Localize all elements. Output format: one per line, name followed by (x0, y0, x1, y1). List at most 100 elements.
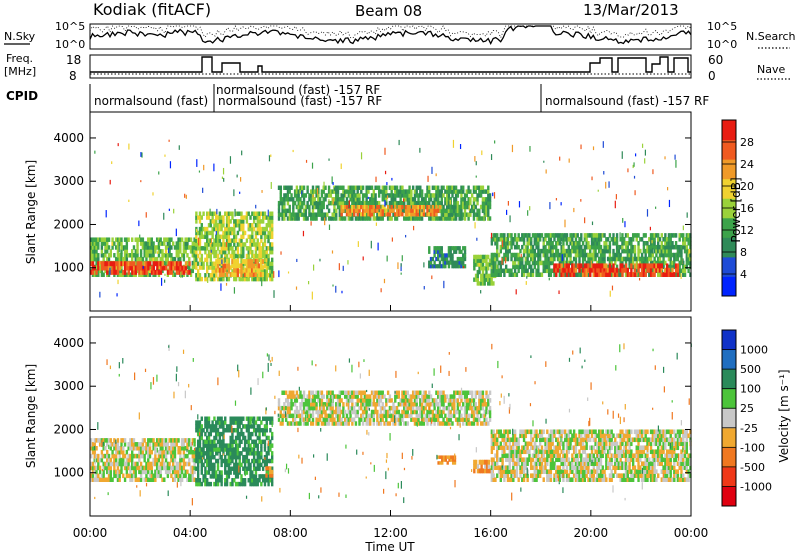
heatmap-cell (597, 189, 599, 192)
heatmap-cell (299, 417, 302, 422)
heatmap-cell (567, 272, 570, 277)
heatmap-cell (385, 402, 388, 407)
heatmap-cell (198, 237, 200, 246)
heatmap-cell (265, 478, 268, 483)
heatmap-cell (215, 474, 218, 479)
heatmap-cell (315, 409, 318, 415)
heatmap-cell (592, 256, 596, 262)
heatmap-cell (580, 272, 583, 277)
heatmap-cell (676, 263, 680, 269)
heatmap-cell (426, 193, 429, 198)
heatmap-cell (354, 402, 358, 407)
heatmap-cell (587, 252, 590, 258)
heatmap-cell (623, 248, 626, 254)
heatmap-cell (236, 267, 240, 273)
heatmap-cell (186, 260, 189, 266)
heatmap-cell (131, 269, 134, 275)
heatmap-cell (542, 264, 545, 270)
heatmap-cell (270, 230, 274, 236)
heatmap-cell (395, 200, 399, 206)
heatmap-cell (293, 200, 297, 206)
heatmap-cell (139, 256, 143, 262)
heatmap-cell (263, 249, 267, 255)
heatmap-cell (204, 276, 207, 282)
heatmap-cell (682, 264, 685, 270)
heatmap-cell (513, 272, 517, 277)
heatmap-cell (245, 470, 249, 475)
heatmap-cell (315, 390, 318, 395)
heatmap-cell (686, 212, 688, 218)
heatmap-cell (306, 185, 309, 190)
heatmap-cell (114, 256, 118, 262)
heatmap-cell (381, 402, 384, 407)
heatmap-cell (179, 453, 182, 459)
heatmap-cell (196, 478, 200, 483)
heatmap-cell (249, 267, 252, 273)
heatmap-cell (238, 242, 241, 247)
heatmap-cell (178, 145, 180, 150)
heatmap-cell (580, 268, 583, 274)
heatmap-cell (152, 261, 155, 267)
heatmap-cell (218, 219, 222, 224)
heatmap-cell (479, 189, 483, 194)
heatmap-cell (564, 248, 567, 254)
heatmap-cell (292, 197, 295, 202)
heatmap-cell (336, 405, 340, 411)
heatmap-cell (537, 233, 540, 238)
heatmap-cell (329, 409, 333, 415)
heatmap-cell (143, 245, 146, 250)
heatmap-cell (252, 424, 256, 429)
heatmap-cell (252, 242, 256, 247)
heatmap-cell (283, 200, 286, 206)
heatmap-cell (499, 268, 502, 274)
heatmap-cell (506, 256, 510, 262)
heatmap-cell (558, 252, 562, 258)
heatmap-cell (209, 223, 213, 228)
heatmap-cell (320, 204, 324, 210)
heatmap-cell (93, 477, 96, 482)
heatmap-cell (249, 246, 252, 251)
heatmap-cell (292, 417, 295, 422)
heatmap-cell (204, 257, 207, 263)
heatmap-cell (116, 241, 120, 246)
heatmap-cell (469, 208, 472, 214)
heatmap-cell (689, 233, 692, 238)
heatmap-cell (213, 481, 216, 487)
heatmap-cell (338, 394, 342, 399)
heatmap-cell (630, 244, 633, 250)
heatmap-cell (569, 240, 572, 246)
heatmap-cell (243, 267, 247, 273)
heatmap-cell (497, 272, 501, 277)
heatmap-cell (104, 268, 107, 274)
heatmap-cell (506, 244, 510, 250)
heatmap-cell (220, 249, 223, 255)
heatmap-cell (669, 240, 672, 246)
heatmap-cell (392, 208, 395, 213)
heatmap-cell (474, 262, 478, 267)
heatmap-cell (211, 242, 214, 247)
heatmap-cell (123, 261, 127, 267)
heatmap-cell (623, 264, 626, 270)
nsky-series (89, 25, 692, 45)
heatmap-cell (180, 253, 184, 258)
heatmap-cell (145, 256, 148, 262)
heatmap-cell (252, 447, 256, 452)
heatmap-cell (132, 261, 136, 267)
heatmap-cell (297, 212, 300, 217)
heatmap-cell (251, 242, 254, 247)
heatmap-cell (340, 216, 343, 221)
heatmap-cell (196, 273, 200, 278)
heatmap-cell (404, 197, 408, 202)
heatmap-cell (157, 249, 161, 254)
heatmap-cell (537, 264, 540, 270)
heatmap-cell (621, 244, 624, 250)
heatmap-cell (206, 226, 209, 232)
heatmap-cell (433, 264, 436, 269)
heatmap-cell (564, 219, 566, 228)
heatmap-cell (472, 216, 476, 221)
heatmap-cell (258, 416, 261, 421)
heatmap-cell (184, 265, 188, 271)
heatmap-cell (354, 200, 358, 206)
heatmap-cell (184, 445, 187, 451)
